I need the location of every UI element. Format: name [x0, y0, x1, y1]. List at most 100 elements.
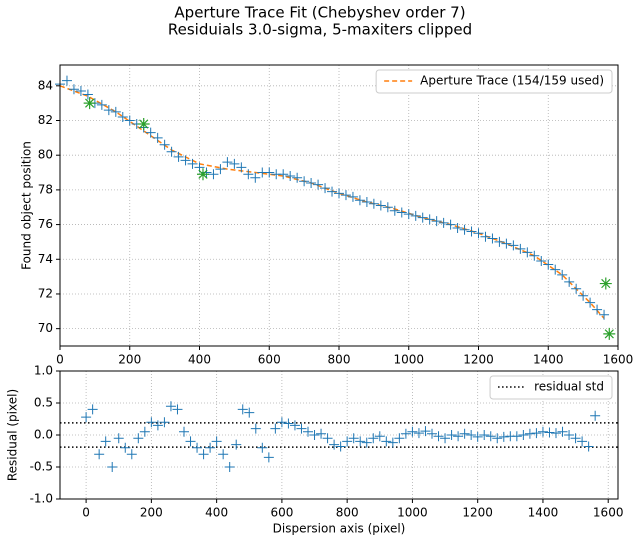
data-point [278, 169, 289, 180]
plot-frame [59, 64, 619, 347]
data-point [215, 164, 226, 175]
rejected-point [599, 277, 612, 290]
data-point [536, 256, 547, 267]
x-tick-label: 200 [140, 506, 163, 520]
y-tick-label: 82 [38, 113, 53, 127]
x-tick-label: 0 [82, 506, 90, 520]
data-point [159, 417, 170, 428]
data-point [126, 449, 137, 460]
data-point [590, 410, 601, 421]
data-point [110, 106, 121, 117]
data-point [424, 214, 435, 225]
data-point [342, 436, 353, 447]
data-point [180, 155, 191, 166]
data-point [508, 240, 519, 251]
data-point [113, 433, 124, 444]
data-point [511, 431, 522, 442]
data-point [316, 428, 327, 439]
data-point [453, 431, 464, 442]
data-point [440, 433, 451, 444]
data-point [348, 433, 359, 444]
data-point [250, 423, 261, 434]
data-point [237, 404, 248, 415]
data-point [355, 436, 366, 447]
data-point [313, 179, 324, 190]
legend-box [489, 375, 613, 400]
data-point [173, 151, 184, 162]
y-tick-label: 70 [38, 321, 53, 335]
data-point [96, 99, 107, 110]
data-point [257, 442, 268, 453]
y-tick-label: -1.0 [30, 492, 53, 506]
data-point [133, 433, 144, 444]
data-point [515, 243, 526, 254]
data-point [479, 430, 490, 440]
data-point [459, 224, 470, 235]
data-point [571, 283, 582, 294]
data-point [557, 426, 568, 437]
data-point [480, 231, 491, 242]
data-point [387, 437, 398, 448]
x-tick-label: 600 [258, 353, 281, 367]
y-tick-label: 74 [38, 252, 53, 266]
legend-label: residual std [534, 380, 604, 394]
x-tick-label: 1000 [397, 506, 428, 520]
data-point [250, 172, 261, 183]
y-tick-label: 76 [38, 217, 53, 231]
data-point [289, 420, 300, 431]
chart-title: Aperture Trace Fit (Chebyshev order 7) [174, 4, 465, 22]
data-point [211, 436, 222, 447]
data-point [192, 442, 203, 453]
data-point [564, 276, 575, 287]
data-point [276, 417, 287, 428]
data-point [303, 426, 313, 437]
x-tick-label: 1000 [393, 353, 424, 367]
x-tick-label: 800 [336, 506, 359, 520]
y-tick-label: 1.0 [34, 364, 53, 378]
data-point [420, 426, 431, 437]
data-point [100, 436, 111, 447]
data-point [347, 191, 358, 202]
data-point [94, 449, 105, 460]
data-point [466, 226, 477, 237]
data-point [438, 217, 449, 228]
data-point [218, 449, 229, 460]
data-point [229, 158, 240, 169]
x-tick-label: 1200 [462, 506, 493, 520]
data-point [306, 177, 317, 188]
data-point [368, 198, 379, 209]
data-point [322, 433, 333, 444]
data-point [107, 462, 118, 472]
plot-frame [59, 370, 619, 500]
data-point [400, 428, 411, 439]
data-point [124, 115, 135, 126]
data-point [120, 442, 131, 453]
data-point [543, 259, 554, 270]
data-point [165, 401, 176, 412]
data-point [550, 264, 561, 275]
data-point [446, 430, 457, 440]
data-point [185, 436, 196, 447]
data-point [82, 89, 93, 100]
data-point [335, 441, 346, 452]
data-point [61, 75, 72, 86]
y-tick-label: 0.5 [34, 396, 53, 410]
data-point [413, 428, 424, 439]
data-point [394, 433, 405, 444]
data-point [578, 290, 589, 301]
data-point [374, 431, 385, 442]
data-point [472, 431, 483, 442]
data-point [537, 426, 548, 437]
data-point [524, 428, 535, 439]
data-point [375, 200, 386, 211]
data-point [296, 423, 307, 434]
data-point [501, 238, 512, 249]
data-point [583, 441, 594, 452]
x-tick-label: 1600 [603, 353, 634, 367]
y-axis-label: Found object position [20, 141, 34, 270]
data-point [518, 430, 529, 440]
data-point [146, 417, 157, 428]
data-point [427, 428, 437, 439]
data-point [309, 430, 320, 440]
data-point [172, 404, 183, 415]
